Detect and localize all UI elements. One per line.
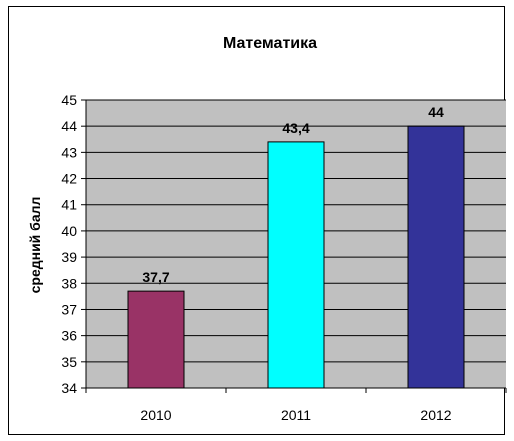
x-tick-labels: 2010 2011 2012 [140,407,451,423]
axes [81,99,507,393]
y-tick-label-41: 41 [61,197,77,213]
y-tick-labels: 34 35 36 37 38 39 40 41 42 43 44 45 [61,92,77,396]
chart-title: Математика [223,35,317,52]
data-label-2012: 44 [428,104,444,120]
y-tick-label-44: 44 [61,118,77,134]
y-tick-label-45: 45 [61,92,77,108]
data-labels: 37,7 43,4 44 [142,104,444,285]
data-label-2010: 37,7 [142,269,169,285]
y-tick-label-42: 42 [61,171,77,187]
x-tick-label-2011: 2011 [281,407,311,423]
x-tick-label-2012: 2012 [420,407,451,423]
y-axis-label: средний балл [27,197,43,294]
y-tick-label-39: 39 [61,249,77,265]
y-tick-label-38: 38 [61,275,77,291]
x-tick-label-2010: 2010 [140,407,171,423]
data-label-2011: 43,4 [282,120,309,136]
y-tick-label-40: 40 [61,223,77,239]
y-tick-label-35: 35 [61,354,77,370]
y-tick-label-37: 37 [61,301,77,317]
bar-2011 [267,141,325,389]
bar-2010 [127,290,185,389]
y-tick-label-36: 36 [61,328,77,344]
y-tick-label-43: 43 [61,144,77,160]
y-tick-label-34: 34 [61,380,77,396]
bar-2012 [407,125,465,389]
bars [127,125,465,389]
